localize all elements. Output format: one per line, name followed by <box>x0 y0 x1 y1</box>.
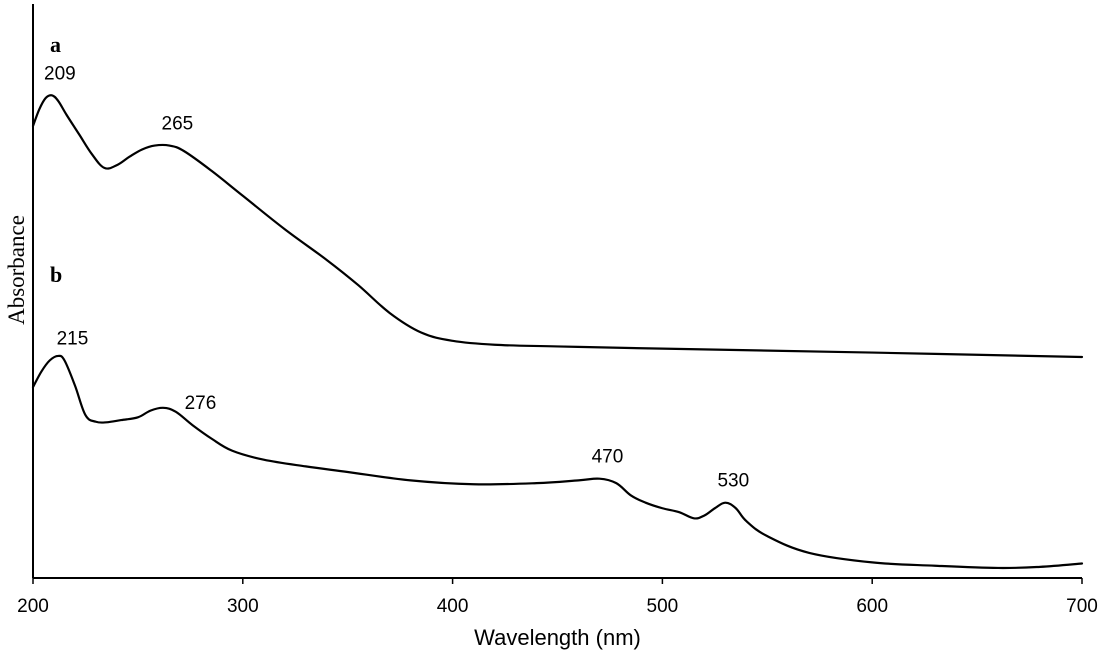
x-axis-title: Wavelength (nm) <box>474 625 641 650</box>
peak-label: 470 <box>592 447 624 468</box>
peak-label: 209 <box>44 63 76 84</box>
peak-label: 215 <box>57 328 89 349</box>
x-tick-label: 400 <box>437 596 469 617</box>
curves <box>31 94 1084 570</box>
peak-label: 265 <box>162 114 194 135</box>
annotations: a 209 265 b 215 276 470 530 <box>44 32 749 492</box>
axes <box>32 4 1082 579</box>
peak-label: 276 <box>185 393 217 414</box>
x-ticks: 200 300 400 500 600 700 <box>17 578 1098 617</box>
x-tick-label: 700 <box>1066 596 1098 617</box>
x-tick-label: 600 <box>856 596 888 617</box>
panel-label-a: a <box>50 32 61 57</box>
x-tick-label: 500 <box>647 596 679 617</box>
series-line-a <box>31 94 1084 359</box>
peak-label: 530 <box>717 471 749 492</box>
x-tick-label: 300 <box>227 596 259 617</box>
x-tick-label: 200 <box>17 596 49 617</box>
panel-label-b: b <box>50 262 62 287</box>
series-line-b <box>31 354 1084 570</box>
y-axis-title: Absorbance <box>4 215 29 325</box>
